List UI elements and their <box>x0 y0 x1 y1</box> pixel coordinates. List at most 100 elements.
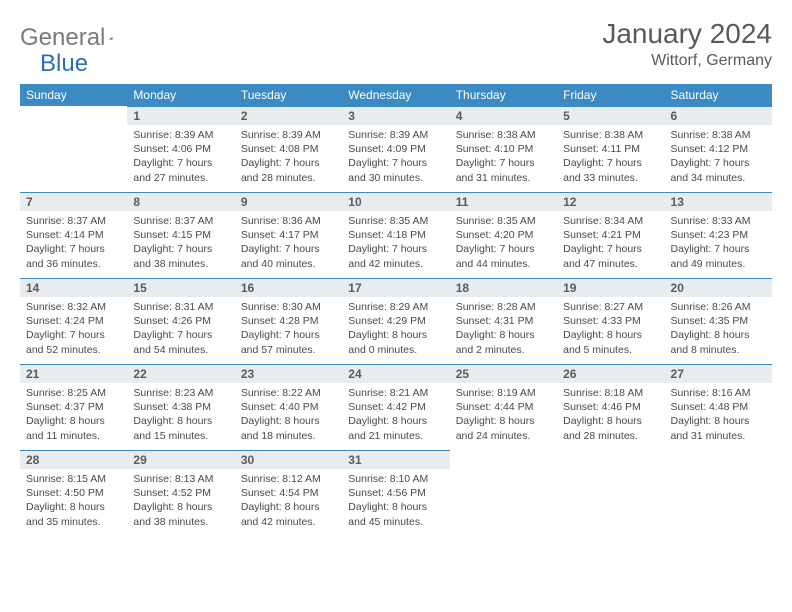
day-body: Sunrise: 8:37 AMSunset: 4:15 PMDaylight:… <box>127 211 234 277</box>
day-number: 19 <box>557 278 664 297</box>
sunset-text: Sunset: 4:09 PM <box>348 142 443 156</box>
day-number: 26 <box>557 364 664 383</box>
sunset-text: Sunset: 4:14 PM <box>26 228 121 242</box>
daylight-line2: and 18 minutes. <box>241 429 336 443</box>
calendar-cell: 19Sunrise: 8:27 AMSunset: 4:33 PMDayligh… <box>557 278 664 364</box>
day-body: Sunrise: 8:26 AMSunset: 4:35 PMDaylight:… <box>665 297 772 363</box>
day-number: 6 <box>665 106 772 125</box>
day-body: Sunrise: 8:38 AMSunset: 4:11 PMDaylight:… <box>557 125 664 191</box>
sunset-text: Sunset: 4:48 PM <box>671 400 766 414</box>
daylight-line2: and 49 minutes. <box>671 257 766 271</box>
daylight-line2: and 57 minutes. <box>241 343 336 357</box>
calendar-cell: 26Sunrise: 8:18 AMSunset: 4:46 PMDayligh… <box>557 364 664 450</box>
daylight-line2: and 0 minutes. <box>348 343 443 357</box>
daylight-line1: Daylight: 7 hours <box>671 156 766 170</box>
day-body: Sunrise: 8:39 AMSunset: 4:06 PMDaylight:… <box>127 125 234 191</box>
sunrise-text: Sunrise: 8:10 AM <box>348 472 443 486</box>
sunrise-text: Sunrise: 8:13 AM <box>133 472 228 486</box>
sunset-text: Sunset: 4:26 PM <box>133 314 228 328</box>
day-number: 10 <box>342 192 449 211</box>
daylight-line2: and 2 minutes. <box>456 343 551 357</box>
calendar-week-row: 7Sunrise: 8:37 AMSunset: 4:14 PMDaylight… <box>20 192 772 278</box>
daylight-line1: Daylight: 8 hours <box>563 328 658 342</box>
daylight-line1: Daylight: 7 hours <box>563 156 658 170</box>
sunrise-text: Sunrise: 8:12 AM <box>241 472 336 486</box>
daylight-line1: Daylight: 8 hours <box>241 414 336 428</box>
day-body: Sunrise: 8:39 AMSunset: 4:08 PMDaylight:… <box>235 125 342 191</box>
sunset-text: Sunset: 4:23 PM <box>671 228 766 242</box>
sunrise-text: Sunrise: 8:15 AM <box>26 472 121 486</box>
day-body: Sunrise: 8:35 AMSunset: 4:18 PMDaylight:… <box>342 211 449 277</box>
calendar-cell: 12Sunrise: 8:34 AMSunset: 4:21 PMDayligh… <box>557 192 664 278</box>
sunset-text: Sunset: 4:46 PM <box>563 400 658 414</box>
day-number: 8 <box>127 192 234 211</box>
header: General January 2024 Wittorf, Germany <box>20 18 772 70</box>
brand-blue-row: Blue <box>40 50 88 78</box>
weekday-header: Sunday <box>20 84 127 106</box>
daylight-line2: and 28 minutes. <box>241 171 336 185</box>
day-number: 4 <box>450 106 557 125</box>
daylight-line2: and 31 minutes. <box>671 429 766 443</box>
day-body: Sunrise: 8:19 AMSunset: 4:44 PMDaylight:… <box>450 383 557 449</box>
day-body: Sunrise: 8:37 AMSunset: 4:14 PMDaylight:… <box>20 211 127 277</box>
sunset-text: Sunset: 4:52 PM <box>133 486 228 500</box>
calendar-cell: 25Sunrise: 8:19 AMSunset: 4:44 PMDayligh… <box>450 364 557 450</box>
weekday-header: Thursday <box>450 84 557 106</box>
sunset-text: Sunset: 4:18 PM <box>348 228 443 242</box>
sunrise-text: Sunrise: 8:38 AM <box>456 128 551 142</box>
calendar-cell: 10Sunrise: 8:35 AMSunset: 4:18 PMDayligh… <box>342 192 449 278</box>
day-number: 31 <box>342 450 449 469</box>
day-number: 27 <box>665 364 772 383</box>
daylight-line1: Daylight: 7 hours <box>671 242 766 256</box>
calendar-cell <box>557 450 664 536</box>
daylight-line2: and 21 minutes. <box>348 429 443 443</box>
daylight-line2: and 35 minutes. <box>26 515 121 529</box>
brand-triangle-icon <box>109 29 113 47</box>
brand-name-gray: General <box>20 24 105 52</box>
daylight-line2: and 42 minutes. <box>348 257 443 271</box>
day-number: 17 <box>342 278 449 297</box>
title-block: January 2024 Wittorf, Germany <box>602 18 772 70</box>
daylight-line2: and 31 minutes. <box>456 171 551 185</box>
daylight-line1: Daylight: 8 hours <box>241 500 336 514</box>
calendar-cell: 30Sunrise: 8:12 AMSunset: 4:54 PMDayligh… <box>235 450 342 536</box>
daylight-line2: and 52 minutes. <box>26 343 121 357</box>
calendar-week-row: 28Sunrise: 8:15 AMSunset: 4:50 PMDayligh… <box>20 450 772 536</box>
day-number: 15 <box>127 278 234 297</box>
sunrise-text: Sunrise: 8:39 AM <box>241 128 336 142</box>
sunset-text: Sunset: 4:08 PM <box>241 142 336 156</box>
daylight-line2: and 54 minutes. <box>133 343 228 357</box>
sunset-text: Sunset: 4:21 PM <box>563 228 658 242</box>
sunset-text: Sunset: 4:33 PM <box>563 314 658 328</box>
day-body: Sunrise: 8:32 AMSunset: 4:24 PMDaylight:… <box>20 297 127 363</box>
calendar-cell: 4Sunrise: 8:38 AMSunset: 4:10 PMDaylight… <box>450 106 557 192</box>
calendar-cell: 27Sunrise: 8:16 AMSunset: 4:48 PMDayligh… <box>665 364 772 450</box>
location: Wittorf, Germany <box>602 52 772 70</box>
daylight-line2: and 42 minutes. <box>241 515 336 529</box>
daylight-line1: Daylight: 8 hours <box>26 500 121 514</box>
day-body: Sunrise: 8:34 AMSunset: 4:21 PMDaylight:… <box>557 211 664 277</box>
sunrise-text: Sunrise: 8:36 AM <box>241 214 336 228</box>
sunset-text: Sunset: 4:42 PM <box>348 400 443 414</box>
day-number: 18 <box>450 278 557 297</box>
day-number: 22 <box>127 364 234 383</box>
day-body: Sunrise: 8:29 AMSunset: 4:29 PMDaylight:… <box>342 297 449 363</box>
calendar-cell: 31Sunrise: 8:10 AMSunset: 4:56 PMDayligh… <box>342 450 449 536</box>
daylight-line1: Daylight: 7 hours <box>348 156 443 170</box>
calendar-week-row: 1Sunrise: 8:39 AMSunset: 4:06 PMDaylight… <box>20 106 772 192</box>
calendar-cell: 5Sunrise: 8:38 AMSunset: 4:11 PMDaylight… <box>557 106 664 192</box>
day-number: 5 <box>557 106 664 125</box>
calendar-cell: 16Sunrise: 8:30 AMSunset: 4:28 PMDayligh… <box>235 278 342 364</box>
weekday-header: Tuesday <box>235 84 342 106</box>
sunrise-text: Sunrise: 8:23 AM <box>133 386 228 400</box>
calendar-cell: 17Sunrise: 8:29 AMSunset: 4:29 PMDayligh… <box>342 278 449 364</box>
day-body: Sunrise: 8:23 AMSunset: 4:38 PMDaylight:… <box>127 383 234 449</box>
day-number: 1 <box>127 106 234 125</box>
daylight-line2: and 30 minutes. <box>348 171 443 185</box>
day-body: Sunrise: 8:18 AMSunset: 4:46 PMDaylight:… <box>557 383 664 449</box>
sunrise-text: Sunrise: 8:35 AM <box>348 214 443 228</box>
sunrise-text: Sunrise: 8:39 AM <box>348 128 443 142</box>
day-body: Sunrise: 8:22 AMSunset: 4:40 PMDaylight:… <box>235 383 342 449</box>
sunset-text: Sunset: 4:20 PM <box>456 228 551 242</box>
calendar-head: SundayMondayTuesdayWednesdayThursdayFrid… <box>20 84 772 106</box>
